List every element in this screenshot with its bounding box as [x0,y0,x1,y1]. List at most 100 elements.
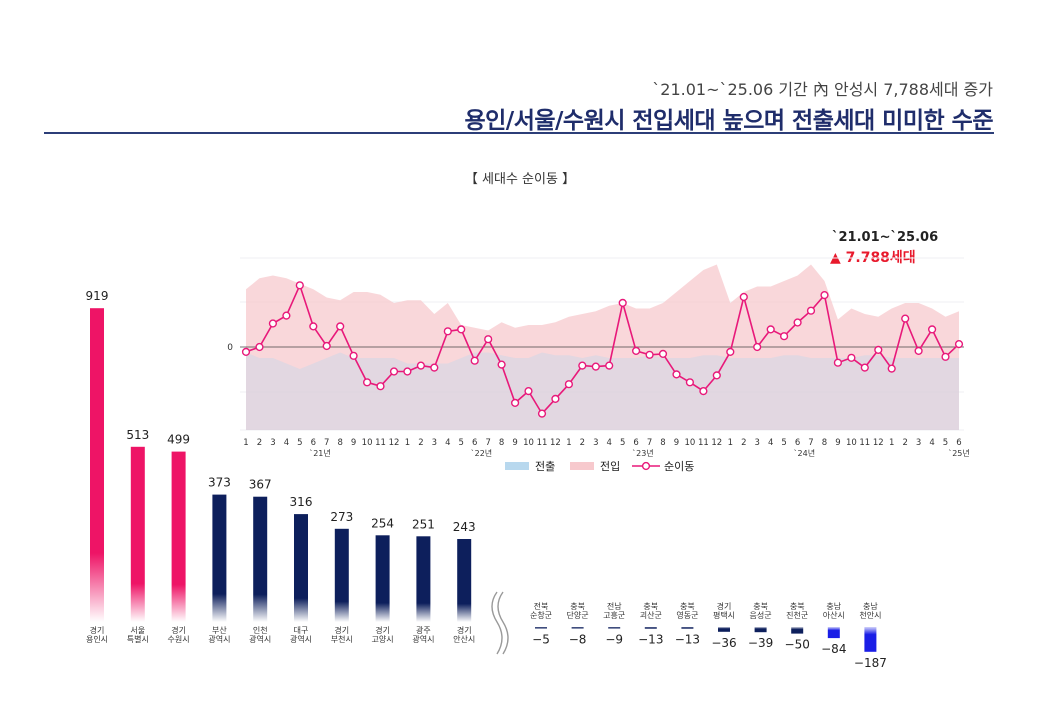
inflow-bar [294,514,308,622]
net-migration-point [524,387,533,396]
inflow-bar [457,539,472,622]
net-migration-point [349,351,358,360]
net-migration-point [753,342,762,352]
net-migration-point [820,291,829,300]
inflow-bar [171,451,186,622]
month-tick-label: 11 [375,438,386,448]
tick-label-line: 특별시 [127,634,149,644]
tick-label-line: 광역시 [249,634,271,644]
year-tick-label: `24년 [794,448,816,458]
tick-label-line: 광주 [416,625,431,635]
tick-label-line: 충북 [570,602,585,611]
net-migration-point [887,364,896,373]
outflow-bar [644,627,657,629]
outflow-bar-value: −8 [569,633,587,647]
tick-label-line: 광역시 [208,634,230,644]
outflow-category-label: 충북 단양군 [567,602,589,620]
inflow-bar [130,446,145,622]
month-tick-label: 10 [362,438,373,448]
inflow-category-label: 광주 광역시 [412,625,434,644]
month-tick-label: 1 [566,438,571,448]
tick-label-line: 전북 [534,601,549,611]
net-migration-point [860,363,869,372]
net-migration-point [726,347,735,357]
month-tick-label: 6 [472,438,477,448]
month-tick-label: 5 [297,438,302,448]
net-migration-point [631,346,641,356]
month-tick-label: 2 [902,438,907,448]
net-migration-point [403,367,412,376]
month-tick-label: 4 [445,438,450,448]
tick-label-line: 부산 [212,625,227,635]
month-tick-label: 8 [499,438,504,448]
tick-label-line: 충북 [680,602,695,611]
tick-label-line: 광역시 [412,634,434,644]
tick-label-line: 경기 [717,601,732,611]
outflow-bar [535,627,547,629]
inflow-bar [375,535,390,622]
tick-label-line: 용인시 [86,634,108,644]
inflow-category-label: 경기 고양시 [372,625,394,644]
outflow-bar [718,627,730,632]
inflow-category-label: 경기 부천시 [331,625,353,644]
month-tick-label: 10 [523,438,534,448]
net-migration-point [430,363,439,372]
inflow-bar-value: 254 [371,516,394,530]
page-title: 용인/서울/수원시 전입세대 높으며 전출세대 미미한 수준 [464,108,993,134]
tick-label-line: 단양군 [567,610,589,620]
outflow-bar-value: −50 [785,638,810,652]
inflow-bar-value: 243 [453,520,476,534]
month-tick-label: 3 [432,438,437,448]
month-tick-label: 9 [351,438,356,448]
outflow-category-label: 충북 진천군 [786,602,808,620]
net-migration-point [497,360,506,369]
period-annotation: `21.01~`25.06 [832,230,939,245]
inflow-bar [212,494,227,622]
legend-label-net: 순이동 [664,460,694,473]
month-tick-label: 2 [418,438,423,448]
month-tick-label: 1 [243,438,248,448]
axis-break-symbol [491,591,503,655]
tick-label-line: 고양시 [372,635,394,644]
month-tick-label: 6 [311,438,316,448]
inflow-category-label: 인천 광역시 [249,625,271,644]
tick-label-line: 경기 [171,625,186,635]
inflow-bar-value: 251 [412,517,435,531]
month-tick-label: 6 [633,438,638,448]
legend-swatch-net-point [641,461,651,471]
month-tick-label: 5 [943,438,948,448]
month-tick-label: 1 [889,438,894,448]
inflow-bar-value: 513 [126,428,149,442]
outflow-category-label: 전북 순창군 [530,601,552,620]
net-migration-point [470,356,479,365]
net-migration-point [537,409,547,418]
inflow-bar-value: 919 [86,289,109,303]
net-migration-point [645,350,654,359]
inflow-bar [334,528,349,622]
inflow-bar-value: 273 [330,510,353,524]
month-tick-label: 9 [835,438,840,448]
net-migration-point [309,322,318,331]
legend-swatch-inflow [570,462,594,470]
net-migration-point [672,370,681,379]
inflow-bar [90,308,104,622]
tick-label-line: 경기 [334,625,349,635]
outflow-category-label: 충남 아산시 [823,602,845,620]
net-migration-point [363,378,372,387]
outflow-bar-value: −36 [711,636,736,650]
tick-label-line: 전남 [607,601,622,611]
net-migration-point [712,371,721,380]
net-migration-point [954,340,964,349]
outflow-bar [754,627,767,633]
inflow-category-label: 서울 특별시 [127,626,149,644]
month-tick-label: 1 [728,438,733,448]
month-tick-label: 11 [859,438,870,448]
net-migration-point [484,335,493,344]
net-migration-point [658,349,668,359]
month-tick-label: 10 [684,438,695,448]
inflow-category-label: 부산 광역시 [208,625,230,644]
inflow-bar-value: 373 [208,476,231,490]
tick-label-line: 서울 [130,626,145,635]
month-tick-label: 12 [389,438,400,448]
